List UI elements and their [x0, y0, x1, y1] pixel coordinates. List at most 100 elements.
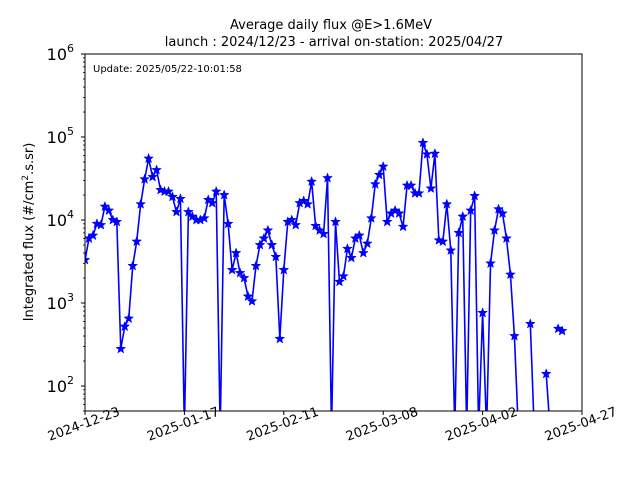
data-point-marker [369, 178, 381, 189]
data-point-marker [218, 189, 230, 200]
y-tick-label-exponent: 6 [67, 42, 74, 55]
y-axis-label: Integrated flux (#/cm2.s.sr) [21, 143, 37, 322]
data-point-marker [174, 193, 186, 204]
y-tick-label: 106 [47, 42, 74, 64]
data-point-marker [99, 200, 111, 212]
data-point-marker [337, 270, 349, 281]
data-point-marker [493, 203, 504, 214]
data-point-marker [357, 247, 369, 258]
plot-area [84, 53, 583, 412]
data-point-marker [417, 137, 429, 148]
data-point-marker [85, 254, 91, 265]
data-point-marker [210, 185, 222, 197]
data-point-marker [413, 187, 425, 198]
data-point-marker [242, 290, 254, 302]
data-point-marker [393, 207, 405, 219]
data-point-marker [266, 239, 278, 250]
y-axis-label-tail: .s.sr) [22, 143, 37, 175]
y-tick-label: 103 [47, 291, 74, 313]
data-point-marker [556, 325, 568, 336]
series-line [529, 323, 535, 411]
y-tick-label-exponent: 4 [67, 208, 74, 221]
data-point-marker [182, 206, 194, 217]
data-point-marker [457, 210, 469, 222]
y-tick-label-exponent: 5 [67, 125, 74, 138]
data-point-marker [365, 212, 377, 223]
data-point-marker [425, 182, 437, 194]
y-axis-label-superscript: 2 [21, 175, 31, 181]
y-tick-label: 105 [47, 125, 74, 147]
data-point-marker [171, 206, 182, 217]
y-tick-label-base: 10 [47, 377, 67, 396]
data-point-marker [524, 318, 536, 329]
series-line [85, 142, 519, 411]
data-point-marker [361, 237, 373, 249]
data-point-marker [405, 179, 417, 191]
data-point-marker [250, 260, 262, 271]
y-axis-label-main: Integrated flux (#/cm [22, 181, 37, 322]
data-point-marker [445, 244, 457, 256]
data-point-marker [230, 247, 242, 258]
data-point-marker [286, 214, 298, 225]
data-point-marker [310, 220, 322, 231]
y-tick-label-base: 10 [47, 45, 67, 64]
data-point-marker [334, 276, 345, 287]
series-line [545, 373, 550, 411]
y-tick-label: 102 [47, 374, 74, 396]
data-point-marker [278, 264, 290, 275]
data-point-marker [477, 307, 489, 318]
data-point-marker [127, 260, 139, 271]
y-tick-label-exponent: 2 [67, 374, 74, 387]
data-point-marker [167, 191, 178, 202]
data-point-marker [87, 229, 99, 241]
data-point-marker [330, 216, 341, 227]
data-point-marker [139, 173, 151, 184]
y-tick-label-base: 10 [47, 128, 67, 147]
data-point-marker [246, 295, 258, 306]
data-point-marker [489, 224, 500, 235]
data-point-marker [353, 229, 365, 241]
data-point-marker [397, 221, 409, 232]
data-point-marker [103, 204, 115, 216]
data-point-marker [508, 330, 520, 341]
data-point-marker [254, 239, 266, 250]
data-point-marker [341, 243, 353, 254]
data-point-marker [465, 204, 477, 216]
data-point-marker [163, 185, 174, 197]
data-point-marker [540, 368, 552, 379]
data-point-marker [453, 227, 465, 238]
data-point-marker [429, 147, 441, 159]
data-point-marker [123, 312, 135, 324]
data-point-marker [222, 218, 234, 229]
data-point-marker [131, 235, 143, 247]
data-point-marker [206, 197, 218, 208]
data-point-marker [234, 267, 246, 278]
data-point-marker [381, 216, 393, 227]
chart-title-line-1: Average daily flux @E>1.6MeV [230, 18, 432, 33]
data-point-marker [119, 320, 131, 332]
data-point-marker [147, 171, 159, 182]
data-point-marker [274, 333, 286, 344]
data-point-marker [501, 232, 512, 244]
data-point-marker [437, 235, 449, 247]
data-point-marker [318, 228, 329, 239]
data-point-marker [226, 264, 238, 275]
data-point-marker [469, 190, 481, 201]
update-annotation: Update: 2025/05/22-10:01:58 [93, 64, 242, 75]
chart-title-line-2: launch : 2024/12/23 - arrival on-station… [165, 35, 503, 50]
data-point-marker [198, 212, 210, 223]
data-point-marker [258, 232, 270, 244]
data-point-marker [135, 198, 147, 209]
data-point-marker [377, 160, 389, 172]
y-tick-label-base: 10 [47, 211, 67, 230]
y-tick-label-base: 10 [47, 294, 67, 313]
data-point-marker [306, 175, 318, 187]
data-point-marker [441, 198, 453, 209]
data-point-marker [373, 169, 385, 180]
data-point-marker [302, 198, 314, 209]
data-point-marker [238, 272, 250, 283]
data-point-marker [322, 172, 333, 183]
